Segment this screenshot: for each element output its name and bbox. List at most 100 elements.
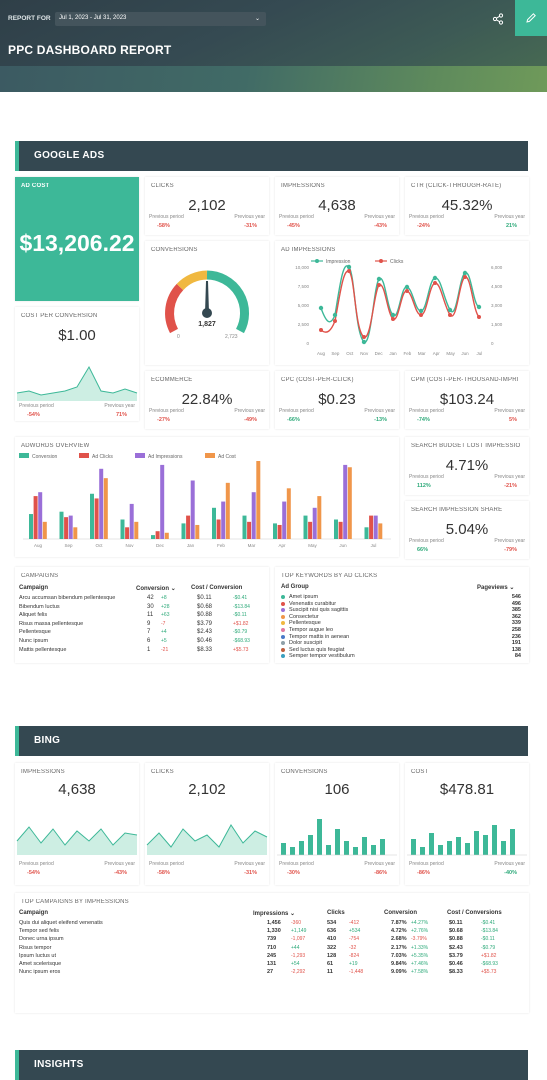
pencil-icon (526, 13, 536, 23)
bing-conversions-pp-label: Previous period (279, 861, 314, 867)
campaigns-card: CAMPAIGNS Campaign Conversion ⌄ Cost / C… (15, 567, 269, 663)
campaign-row: Risus massa pellentesque 9 -7 $3.79 +$1.82 (19, 621, 265, 629)
campaign-column-header[interactable]: Campaign (19, 910, 49, 916)
adwords-x-tick: Oct (95, 543, 103, 548)
adwords-bar (247, 521, 252, 539)
bing-impressions-py-label: Previous year (104, 861, 135, 867)
clicks-value: 534 (327, 920, 337, 926)
impressions-value: 131 (267, 961, 277, 967)
top-campaigns-card: TOP CAMPAIGNS BY IMPRESSIONS Campaign Im… (15, 893, 529, 1013)
keyword-dot-icon (281, 641, 285, 646)
cost-conversion-delta: -$0.79 (481, 944, 496, 951)
pageviews-column-header[interactable]: Pageviews ⌄ (477, 584, 514, 591)
x-tick: Aug (317, 351, 326, 356)
keyword-row: Semper tempor vestibulum 84 (281, 653, 521, 661)
adwords-bar (334, 519, 338, 539)
cpm-card: CPM (COST-PER-THOUSAND-IMPRI $103.24 Pre… (405, 371, 529, 429)
conversion-column-header[interactable]: Conversion (384, 910, 418, 916)
gauge-segment-mid (176, 270, 208, 291)
date-range-select[interactable]: Jul 1, 2023 - Jul 31, 2023 ⌄ (55, 12, 266, 26)
impressions-delta: -2,292 (291, 969, 306, 976)
clicks-delta: -412 (349, 920, 360, 926)
cost-conversions-column-header[interactable]: Cost / Conversions (447, 910, 502, 916)
keyword-name: Sed luctus quis feugiat (289, 646, 345, 653)
impressions-column-header[interactable]: Impressions ⌄ (253, 910, 295, 917)
top-campaign-row: Quis dui aliquet eleifend venenatis 1,456… (19, 920, 525, 928)
keyword-name: Pellentesque (289, 620, 321, 627)
cpc-pp-value: -66% (287, 417, 300, 423)
cost-conversion-value: $2.43 (197, 629, 213, 636)
y-left-tick: 2,500 (298, 322, 310, 327)
cost-conversion-value: $0.88 (197, 612, 213, 619)
ad-group-column-header[interactable]: Ad Group (281, 584, 309, 590)
bing-conversions-py-value: -86% (374, 870, 387, 876)
cpm-pp-label: Previous period (409, 408, 444, 414)
cost-per-conversion-value: $1.00 (58, 327, 96, 344)
conversion-delta: +1.33% (411, 944, 429, 951)
cost-per-conversion-pp-value: -54% (27, 412, 40, 418)
bing-conversions-py-label: Previous year (364, 861, 395, 867)
ecommerce-py-label: Previous year (234, 408, 265, 414)
adwords-bar (90, 493, 94, 539)
bing-conversions-label: CONVERSIONS (281, 769, 328, 775)
google-ads-section-title: GOOGLE ADS (15, 141, 528, 171)
conversion-column-header[interactable]: Conversion ⌄ (136, 585, 176, 592)
bing-cost-py-value: -40% (504, 870, 517, 876)
ecommerce-card: ECOMMERCE 22.84% Previous period Previou… (145, 371, 269, 429)
conversion-header-label: Conversion (136, 586, 170, 592)
y-right-tick: 3,000 (491, 303, 503, 308)
cpc-pp-label: Previous period (279, 408, 314, 414)
y-left-tick: 10,000 (295, 265, 309, 270)
keyword-pageviews: 138 (511, 646, 521, 653)
keyword-dot-icon (281, 601, 285, 606)
bing-cost-pp-value: -86% (417, 870, 430, 876)
edit-button[interactable] (515, 0, 547, 36)
clicks-column-header[interactable]: Clicks (327, 910, 345, 916)
clicks-delta: -824 (349, 952, 360, 959)
cpc-card: CPC (COST-PER-CLICK) $0.23 Previous peri… (275, 371, 399, 429)
adwords-x-axis: Aug Sep Oct Nov Dec Jan Feb Mar Apr May Jun Jul (34, 543, 376, 548)
campaign-column-header[interactable]: Campaign (19, 585, 49, 591)
clicks-delta: -1,448 (349, 969, 364, 976)
search-budget-lost-label: SEARCH BUDGET LOST IMPRESSIO (411, 443, 521, 449)
bing-clicks-pp-value: -58% (157, 870, 170, 876)
impressions-card: IMPRESSIONS 4,638 Previous period Previo… (275, 177, 399, 235)
cpm-py-value: 5% (509, 417, 517, 423)
bing-impressions-value: 4,638 (58, 781, 96, 798)
clicks-value: 2,102 (188, 197, 226, 214)
cost-per-conversion-pp-label: Previous period (19, 403, 54, 409)
keyword-name: Tempor augue leo (289, 627, 334, 633)
ecommerce-pp-label: Previous period (149, 408, 184, 414)
top-keywords-table: Ad Group Pageviews ⌄ Amet ipsum 546 Venena… (281, 584, 521, 662)
y-axis-right: 6,000 4,500 3,000 1,500 0 (491, 265, 503, 346)
campaign-name: Nunc ipsum eros (19, 969, 61, 976)
share-icon[interactable] (492, 13, 504, 25)
adwords-x-tick: Mar (248, 543, 256, 548)
bing-section-title: BING (15, 726, 528, 756)
cost-conversion-column-header[interactable]: Cost / Conversion (191, 585, 243, 591)
adwords-bar (129, 503, 134, 539)
campaign-name: Ipsum luctus ut (19, 952, 56, 959)
adwords-x-tick: Aug (34, 543, 43, 548)
top-campaigns-table: Campaign Impressions ⌄ Clicks Conversion… (19, 910, 525, 1010)
y-right-tick: 4,500 (491, 284, 503, 289)
keyword-row: Pellentesque 339 (281, 620, 521, 628)
clicks-value: 61 (327, 961, 334, 967)
cost-conversion-delta: -$0.79 (233, 629, 248, 636)
adwords-bar (29, 514, 33, 539)
conversion-value: 6 (147, 638, 151, 644)
adwords-bar (378, 523, 383, 539)
adwords-bar (369, 515, 374, 539)
legend-ad-clicks-swatch (79, 453, 89, 458)
legend-ad-cost-swatch (205, 453, 215, 458)
campaign-row: Arcu accumsan bibendum pellentesque 42 +8 $… (19, 595, 265, 603)
cost-conversion-delta: -$0.11 (481, 936, 495, 943)
clicks-pp-value: -58% (157, 223, 170, 229)
date-range-value: Jul 1, 2023 - Jul 31, 2023 (59, 15, 127, 21)
ctr-label: CTR (CLICK-THROUGH-RATE) (411, 183, 502, 189)
bing-conversions-bars (277, 819, 397, 856)
search-impression-share-label: SEARCH IMPRESSION SHARE (411, 507, 503, 513)
impressions-delta: -360 (291, 920, 302, 926)
cost-conversion-value: $0.11 (449, 920, 463, 926)
adwords-x-tick: Feb (217, 543, 225, 548)
